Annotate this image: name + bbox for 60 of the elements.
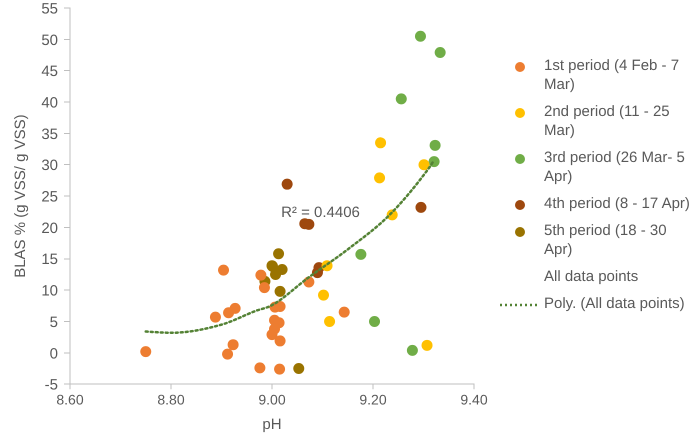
- point: [218, 264, 230, 276]
- point: [222, 348, 234, 360]
- point: [396, 93, 407, 104]
- y-tick-label: 40: [41, 94, 58, 112]
- y-tick-label: 10: [41, 282, 58, 300]
- point: [140, 346, 152, 358]
- point: [274, 335, 286, 346]
- point: [266, 329, 278, 340]
- text: All data points: [544, 267, 640, 286]
- point: [230, 302, 241, 314]
- point: [270, 268, 282, 280]
- y-tick-label: 5: [50, 314, 58, 331]
- point: [422, 340, 433, 351]
- point: [274, 286, 286, 297]
- x-tick-label: 9.20: [359, 391, 387, 408]
- point: [415, 202, 426, 213]
- legend-label: 2nd period (11 - 25 Mar): [544, 102, 671, 140]
- x-tick-label: 9.00: [258, 391, 286, 408]
- point: [324, 316, 336, 327]
- point: [414, 30, 426, 42]
- legend-label: 5th period (18 - 30 Apr): [544, 221, 668, 259]
- x-tick-label: 8.60: [56, 391, 84, 408]
- legend-label: 3rd period (26 Mar- 5 Apr): [544, 148, 686, 186]
- y-tick-label: 45: [41, 63, 58, 80]
- y-tick-label: -5: [44, 376, 58, 394]
- y-tick-label: 35: [41, 126, 58, 143]
- point: [254, 362, 266, 374]
- point: [434, 47, 446, 58]
- point: [210, 312, 221, 323]
- x-tick-label: 8.80: [157, 391, 185, 408]
- y-tick-label: 55: [41, 0, 58, 18]
- point: [293, 363, 304, 374]
- legend-label: Poly. (All data points): [544, 294, 686, 313]
- y-axis-title: BLAS % (g VSS/ g VSS): [12, 114, 30, 278]
- point: [228, 339, 239, 350]
- point: [318, 290, 330, 301]
- y-tick-label: 20: [41, 220, 58, 237]
- point: [375, 137, 386, 148]
- legend-label: 4th period (8 - 17 Apr): [544, 194, 691, 213]
- y-tick-label: 50: [41, 32, 58, 49]
- legend-label: 1st period (4 Feb - 7 Mar): [544, 56, 680, 94]
- point: [430, 140, 441, 151]
- point: [418, 159, 430, 170]
- point: [355, 248, 366, 260]
- y-tick-label: 0: [50, 345, 58, 362]
- y-tick-label: 30: [41, 157, 58, 174]
- point: [282, 178, 293, 190]
- point: [374, 172, 386, 184]
- y-tick-label: 25: [41, 188, 58, 206]
- point: [369, 316, 380, 327]
- point: [274, 364, 286, 375]
- x-tick-label: 9.40: [460, 391, 488, 408]
- annotation: R² = 0.4406: [281, 204, 360, 222]
- point: [258, 282, 270, 294]
- point: [338, 306, 350, 318]
- point: [273, 248, 284, 260]
- point: [406, 344, 418, 356]
- y-tick-label: 15: [41, 251, 58, 268]
- x-axis-title: pH: [262, 416, 282, 434]
- point: [255, 270, 266, 281]
